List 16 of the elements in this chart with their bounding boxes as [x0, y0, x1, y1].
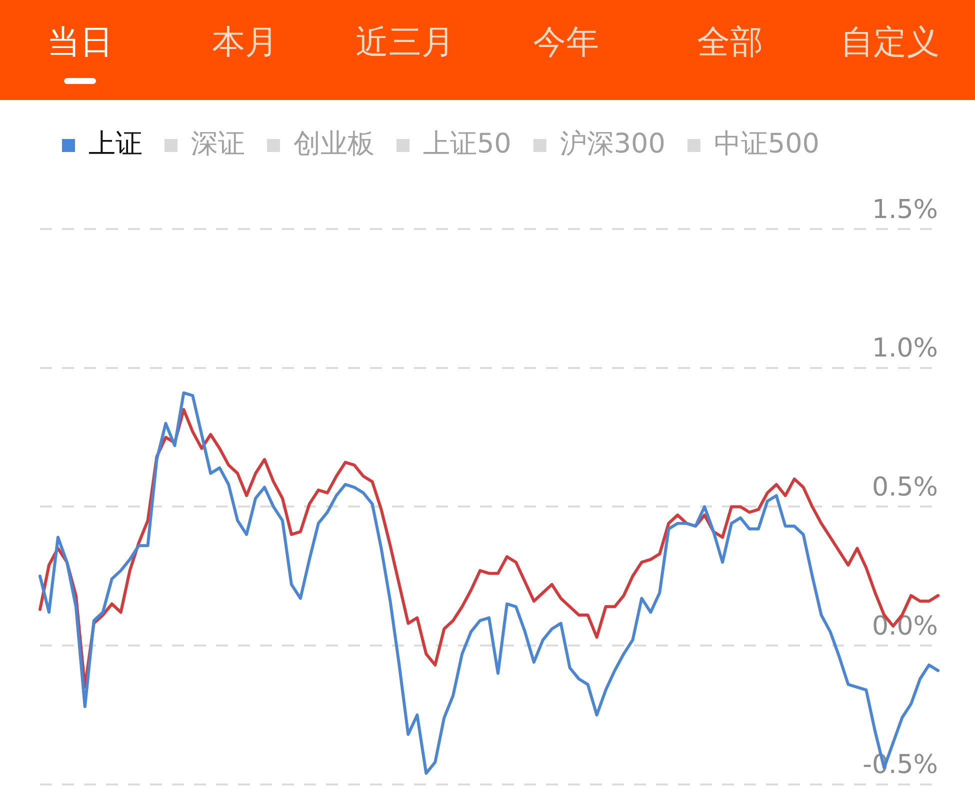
text: 自定义: [840, 21, 940, 63]
y-tick-label: 1.0%: [872, 334, 938, 364]
legend-label: 沪深300: [560, 128, 666, 160]
legend-label: 上证50: [423, 128, 512, 160]
legend-label: 深证: [191, 128, 245, 160]
text: 本月: [212, 21, 278, 63]
text: 近三月: [356, 21, 454, 63]
text: 今年: [533, 21, 599, 63]
legend-label: 创业板: [294, 128, 374, 160]
y-tick-label: 1.5%: [872, 194, 938, 225]
y-tick-label: 0.0%: [872, 611, 938, 642]
text: 全部: [697, 21, 763, 63]
legend-label: 上证: [88, 128, 142, 160]
text: 当日: [47, 21, 113, 63]
y-tick-label: 0.5%: [872, 472, 938, 502]
legend-label: 中证500: [714, 128, 820, 160]
